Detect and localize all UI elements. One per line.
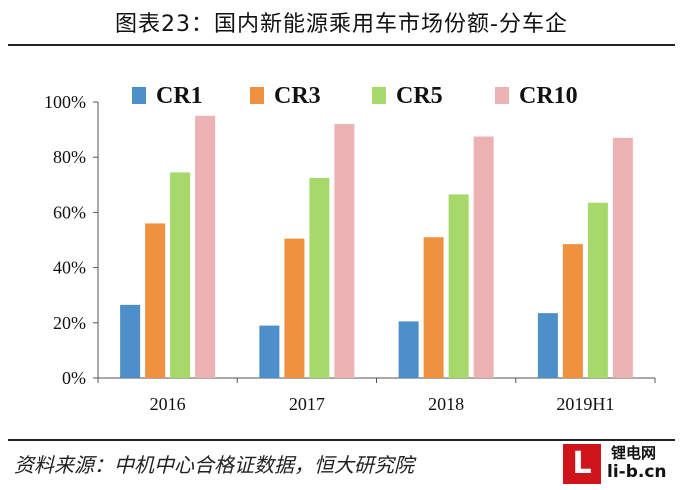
bar-cr5-2016 [170,172,191,378]
logo-url: li-b.cn [607,462,667,482]
y-tick-label: 0% [62,368,86,388]
legend-swatch-cr10 [495,87,509,104]
bar-cr1-2018 [398,321,419,378]
y-tick-label: 20% [53,313,86,333]
bar-cr1-2016 [120,304,141,378]
y-tick-label: 40% [53,258,86,278]
x-tick-label: 2018 [428,394,464,414]
top-divider [8,44,675,46]
x-tick-label: 2019H1 [556,394,614,414]
legend-label-cr3: CR3 [274,83,321,109]
legend-swatch-cr5 [372,87,386,104]
bottom-divider [8,439,675,441]
bar-chart: 0% 20% 40% 60% 80% 100% 2016 2017 2018 2019H1 CR1 C… [44,83,656,414]
chart-title: 图表23：国内新能源乘用车市场份额-分车企 [115,12,568,37]
bar-cr1-2019h1 [537,313,558,378]
bar-cr10-2018 [473,136,494,378]
bar-cr10-2017 [334,124,355,378]
y-tick-label: 80% [53,147,86,167]
legend-label-cr10: CR10 [519,83,578,109]
legend-swatch-cr3 [250,87,264,104]
bar-cr3-2019h1 [562,244,583,378]
bar-cr10-2016 [195,115,216,379]
bar-cr3-2017 [284,238,305,378]
bar-cr5-2017 [309,177,330,378]
x-tick-label: 2016 [150,394,186,414]
site-logo: L 锂电网 li-b.cn [563,442,679,486]
legend-label-cr5: CR5 [396,83,443,109]
bar-cr5-2019h1 [587,202,608,378]
legend-swatch-cr1 [132,87,146,104]
y-tick-label: 100% [44,92,86,112]
bar-cr3-2016 [145,223,166,378]
bar-cr1-2017 [259,325,280,378]
logo-mark-icon: L [563,444,601,484]
x-tick-label: 2017 [289,394,325,414]
source-note: 资料来源：中机中心合格证数据，恒大研究院 [14,453,414,477]
logo-name: 锂电网 [611,444,657,462]
bar-cr5-2018 [448,194,469,378]
bar-cr10-2019h1 [612,137,633,378]
y-tick-label: 60% [53,202,86,222]
bar-cr3-2018 [423,237,444,378]
legend-label-cr1: CR1 [156,83,203,109]
